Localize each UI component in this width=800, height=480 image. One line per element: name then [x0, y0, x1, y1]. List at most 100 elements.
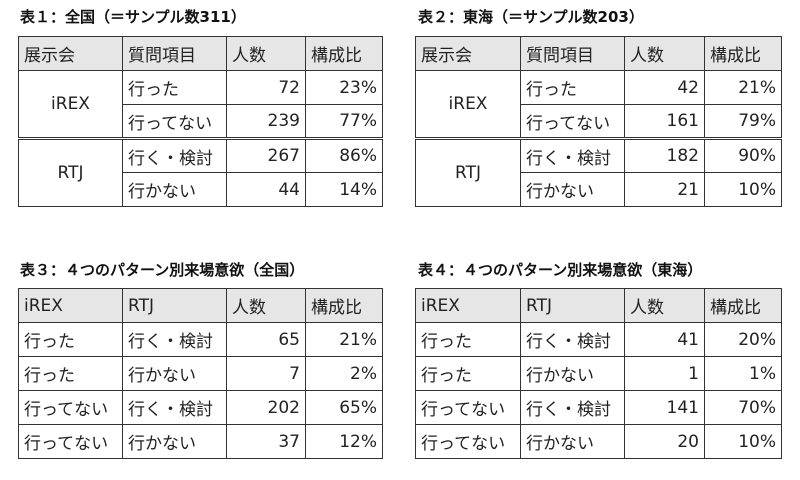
count-cell: 72 — [226, 70, 306, 105]
header-cell: 展示会 — [18, 36, 123, 71]
table-row: iREX 行った 72 23% — [18, 70, 383, 139]
rtj-cell: 行く・検討 — [122, 390, 227, 425]
irex-cell: 行ってない — [18, 390, 123, 425]
header-cell: 構成比 — [704, 36, 782, 71]
ratio-cell: 86% — [305, 137, 383, 173]
header-cell: 展示会 — [415, 36, 521, 71]
ratio-cell: 23% — [305, 70, 383, 105]
header-cell: RTJ — [520, 288, 625, 323]
rtj-cell: 行かない — [122, 424, 227, 459]
rtj-cell: 行かない — [520, 356, 625, 391]
count-cell: 1 — [624, 356, 705, 391]
table-1-title: 表１：全国（＝サンプル数311） — [20, 8, 246, 26]
table-header-row: iREX RTJ 人数 構成比 — [18, 288, 383, 323]
header-cell: iREX — [18, 288, 123, 323]
ratio-cell: 10% — [704, 172, 782, 207]
header-cell: 構成比 — [305, 36, 383, 71]
group-label: RTJ — [415, 137, 521, 207]
count-cell: 20 — [624, 424, 705, 459]
header-cell: 構成比 — [305, 288, 383, 323]
table-4-title: 表４：４つのパターン別来場意欲（東海） — [418, 261, 703, 279]
table-row: 行ってない 161 79% — [416, 104, 782, 139]
ratio-cell: 21% — [704, 70, 782, 105]
table-row: 行ってない 行かない 37 12% — [18, 424, 383, 459]
header-cell: 質問項目 — [122, 36, 227, 71]
count-cell: 65 — [226, 322, 306, 357]
group-label: iREX — [18, 70, 123, 139]
irex-cell: 行ってない — [18, 424, 123, 459]
table-header-row: 展示会 質問項目 人数 構成比 — [18, 36, 383, 71]
question-cell: 行く・検討 — [520, 137, 625, 173]
header-cell: 人数 — [624, 288, 705, 323]
count-cell: 41 — [624, 322, 705, 357]
table-1: 展示会 質問項目 人数 構成比 iREX 行った 72 23% 行ってない 23… — [18, 36, 383, 207]
group-label: iREX — [415, 70, 521, 139]
rtj-cell: 行く・検討 — [122, 322, 227, 357]
ratio-cell: 1% — [704, 356, 782, 391]
question-cell: 行かない — [122, 172, 227, 207]
header-cell: RTJ — [122, 288, 227, 323]
count-cell: 21 — [624, 172, 705, 207]
table-2: 展示会 質問項目 人数 構成比 iREX 行った 42 21% 行ってない 16… — [415, 36, 782, 207]
count-cell: 7 — [226, 356, 306, 391]
rtj-cell: 行く・検討 — [520, 322, 625, 357]
count-cell: 182 — [624, 137, 705, 173]
table-row: 行ってない 行く・検討 202 65% — [18, 390, 383, 425]
question-cell: 行ってない — [520, 104, 625, 139]
table-2-title: 表２：東海（＝サンプル数203） — [418, 8, 644, 26]
table-row: 行った 行かない 7 2% — [18, 356, 383, 391]
header-cell: 構成比 — [704, 288, 782, 323]
question-cell: 行ってない — [122, 104, 227, 139]
ratio-cell: 2% — [305, 356, 383, 391]
header-cell: iREX — [415, 288, 521, 323]
table-row: 行ってない 行く・検討 141 70% — [415, 390, 782, 425]
ratio-cell: 10% — [704, 424, 782, 459]
question-cell: 行く・検討 — [122, 137, 227, 173]
question-cell: 行かない — [520, 172, 625, 207]
count-cell: 239 — [226, 104, 306, 139]
table-header-row: 展示会 質問項目 人数 構成比 — [415, 36, 782, 71]
ratio-cell: 20% — [704, 322, 782, 357]
question-cell: 行った — [122, 70, 227, 105]
table-3: iREX RTJ 人数 構成比 行った 行く・検討 65 21% 行った 行かな… — [18, 288, 383, 459]
ratio-cell: 12% — [305, 424, 383, 459]
count-cell: 267 — [226, 137, 306, 173]
irex-cell: 行った — [415, 322, 521, 357]
count-cell: 37 — [226, 424, 306, 459]
table-row: 行った 行く・検討 41 20% — [415, 322, 782, 357]
table-row: 行かない 21 10% — [416, 172, 782, 207]
ratio-cell: 77% — [305, 104, 383, 139]
ratio-cell: 79% — [704, 104, 782, 139]
rtj-cell: 行く・検討 — [520, 390, 625, 425]
count-cell: 141 — [624, 390, 705, 425]
header-cell: 人数 — [624, 36, 705, 71]
count-cell: 44 — [226, 172, 306, 207]
irex-cell: 行ってない — [415, 390, 521, 425]
table-row: 行った 行かない 1 1% — [415, 356, 782, 391]
table-row: 行ってない 行かない 20 10% — [415, 424, 782, 459]
question-cell: 行った — [520, 70, 625, 105]
rtj-cell: 行かない — [122, 356, 227, 391]
irex-cell: 行ってない — [415, 424, 521, 459]
table-row: RTJ 行く・検討 267 86% — [18, 137, 383, 207]
header-cell: 質問項目 — [520, 36, 625, 71]
count-cell: 42 — [624, 70, 705, 105]
table-row: RTJ 行く・検討 182 90% — [415, 137, 782, 207]
count-cell: 202 — [226, 390, 306, 425]
irex-cell: 行った — [415, 356, 521, 391]
ratio-cell: 70% — [704, 390, 782, 425]
rtj-cell: 行かない — [520, 424, 625, 459]
header-cell: 人数 — [226, 36, 306, 71]
header-cell: 人数 — [226, 288, 306, 323]
table-4: iREX RTJ 人数 構成比 行った 行く・検討 41 20% 行った 行かな… — [415, 288, 782, 459]
ratio-cell: 65% — [305, 390, 383, 425]
ratio-cell: 21% — [305, 322, 383, 357]
table-row: 行った 行く・検討 65 21% — [18, 322, 383, 357]
irex-cell: 行った — [18, 322, 123, 357]
ratio-cell: 14% — [305, 172, 383, 207]
group-label: RTJ — [18, 137, 123, 207]
irex-cell: 行った — [18, 356, 123, 391]
ratio-cell: 90% — [704, 137, 782, 173]
table-row: 行かない 44 14% — [19, 172, 383, 207]
table-row: iREX 行った 42 21% — [415, 70, 782, 139]
